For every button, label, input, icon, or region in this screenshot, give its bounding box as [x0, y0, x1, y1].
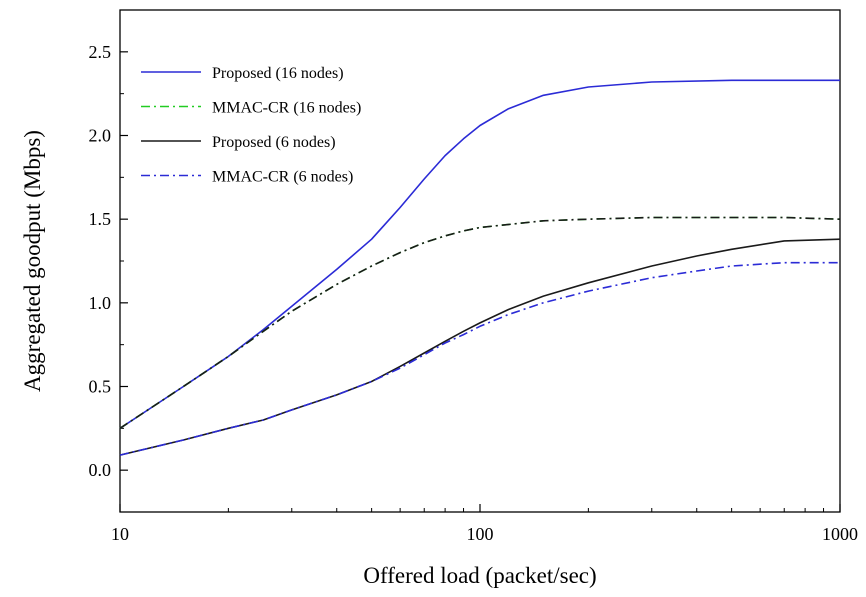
- y-tick-label: 2.0: [89, 126, 112, 146]
- series-lines: [119, 79, 841, 456]
- y-tick-label: 0.0: [89, 460, 112, 480]
- series-line-proposed-6-nodes: [119, 238, 841, 456]
- y-tick-label: 0.5: [89, 377, 112, 397]
- series-line-mmac-cr-6-nodes: [119, 261, 840, 456]
- legend-label: Proposed (6 nodes): [212, 134, 336, 151]
- legend-label: Proposed (16 nodes): [212, 65, 344, 82]
- legend-label: MMAC-CR (6 nodes): [212, 169, 353, 186]
- y-tick-label: 2.5: [89, 42, 112, 62]
- axis-ticks: 10 100 1000 0.0 0.5 1.0 1.5 2.0 2.5: [89, 9, 858, 544]
- series-line-proposed-16-nodes: [119, 79, 840, 429]
- x-tick-label: 100: [467, 524, 494, 544]
- x-axis-title: Offered load (packet/sec): [363, 563, 596, 588]
- x-tick-label: 10: [111, 524, 129, 544]
- y-axis-title: Aggregated goodput (Mbps): [20, 130, 45, 392]
- y-tick-label: 1.0: [89, 293, 112, 313]
- series-line-overlay: [119, 216, 841, 429]
- x-tick-label: 1000: [822, 524, 858, 544]
- y-tick-label: 1.5: [89, 209, 112, 229]
- legend: Proposed (16 nodes) MMAC-CR (16 nodes) Pro…: [141, 65, 361, 186]
- plot-area-frame: [119, 9, 841, 513]
- legend-label: MMAC-CR (16 nodes): [212, 100, 361, 117]
